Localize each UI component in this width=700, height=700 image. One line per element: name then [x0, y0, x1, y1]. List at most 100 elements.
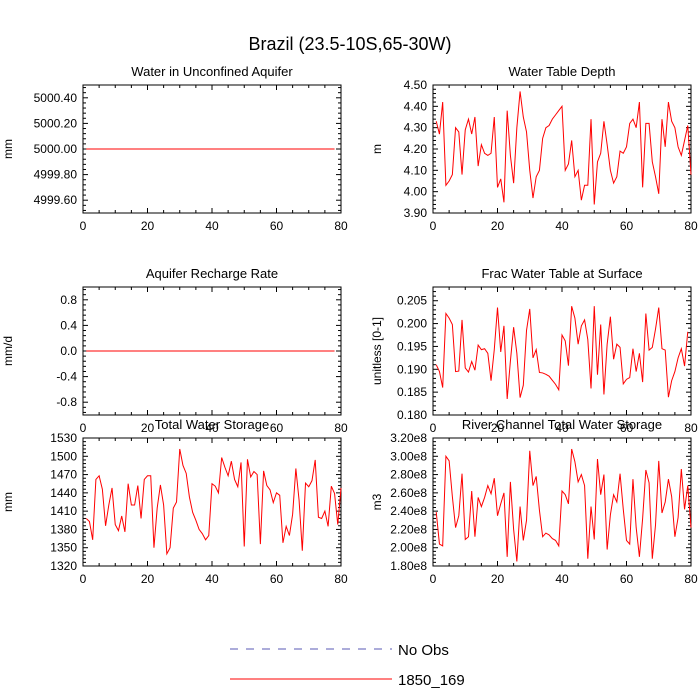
x-tick-label: 60	[620, 572, 634, 586]
legend: No Obs 1850_169	[230, 642, 465, 689]
series-line	[435, 448, 692, 562]
x-tick-label: 40	[205, 572, 219, 586]
x-tick-label: 0	[430, 572, 437, 586]
y-tick-label: 1500	[50, 449, 77, 463]
y-tick-label: 0.195	[397, 339, 427, 353]
x-tick-label: 60	[270, 421, 284, 435]
x-tick-label: 0	[80, 572, 87, 586]
x-tick-label: 80	[684, 572, 698, 586]
panel-title: Water in Unconfined Aquifer	[131, 64, 293, 79]
y-tick-label: 1530	[50, 431, 77, 445]
x-tick-label: 20	[141, 572, 155, 586]
y-tick-label: 3.90	[404, 206, 428, 220]
y-tick-label: 0.185	[397, 385, 427, 399]
y-tick-label: 2.40e8	[390, 504, 427, 518]
y-tick-label: 0.4	[60, 318, 77, 332]
x-tick-label: 20	[491, 421, 505, 435]
panel: River Channel Total Water Storage 0 20 40 60…	[370, 417, 698, 586]
x-tick-label: 20	[491, 572, 505, 586]
panel-title: Total Water Storage	[155, 417, 269, 432]
legend-no-obs-label: No Obs	[398, 642, 449, 659]
y-axis-label: unitless [0-1]	[370, 317, 384, 385]
y-tick-label: -0.4	[56, 370, 77, 384]
y-tick-label: 0.180	[397, 408, 427, 422]
plot-frame	[432, 84, 692, 214]
panel-title: Water Table Depth	[509, 64, 616, 79]
y-tick-label: 5000.00	[34, 142, 78, 156]
series-line	[85, 448, 342, 556]
plot-frame	[432, 437, 692, 567]
plot-frame	[432, 286, 692, 416]
y-tick-label: 1470	[50, 468, 77, 482]
x-tick-label: 20	[491, 219, 505, 233]
y-tick-label: 0.8	[60, 293, 77, 307]
x-tick-label: 40	[555, 421, 569, 435]
x-tick-label: 80	[334, 219, 348, 233]
panel-title: Aquifer Recharge Rate	[146, 266, 278, 281]
y-tick-label: 4.50	[404, 78, 428, 92]
panel-title: River Channel Total Water Storage	[462, 417, 662, 432]
y-tick-label: 2.60e8	[390, 486, 427, 500]
y-tick-label: 5000.20	[34, 116, 78, 130]
y-tick-label: -0.8	[56, 395, 77, 409]
y-tick-label: 3.20e8	[390, 431, 427, 445]
y-tick-label: 0.190	[397, 362, 427, 376]
x-tick-label: 80	[334, 572, 348, 586]
y-axis-label: m	[370, 144, 384, 154]
y-axis-label: mm/d	[1, 336, 15, 366]
panel: Total Water Storage 0 20 40 60 80 1320 1350 1380…	[1, 417, 348, 586]
panel: Frac Water Table at Surface 0 20 40 60 80 0.18…	[370, 266, 698, 435]
y-tick-label: 4.10	[404, 163, 428, 177]
panel: Water in Unconfined Aquifer 0 20 40 60 80 4999…	[1, 64, 348, 233]
y-tick-label: 4999.80	[34, 168, 78, 182]
x-tick-label: 60	[270, 219, 284, 233]
y-tick-label: 4.30	[404, 121, 428, 135]
x-tick-label: 0	[430, 421, 437, 435]
y-tick-label: 2.80e8	[390, 468, 427, 482]
y-tick-label: 1350	[50, 541, 77, 555]
y-tick-label: 0.200	[397, 317, 427, 331]
y-tick-label: 1410	[50, 504, 77, 518]
y-tick-label: 4.40	[404, 99, 428, 113]
series-line	[435, 91, 692, 205]
y-tick-label: 5000.40	[34, 91, 78, 105]
y-tick-label: 4.20	[404, 142, 428, 156]
x-tick-label: 20	[141, 421, 155, 435]
x-tick-label: 0	[80, 421, 87, 435]
y-tick-label: 3.00e8	[390, 449, 427, 463]
y-tick-label: 4.00	[404, 185, 428, 199]
panel: Aquifer Recharge Rate 0 20 40 60 80 -0.8 -0.4 0.…	[1, 266, 348, 435]
panel: Water Table Depth 0 20 40 60 80 3.90 4.00 4.10 4.…	[370, 64, 698, 233]
y-tick-label: 0.205	[397, 294, 427, 308]
x-tick-label: 60	[620, 421, 634, 435]
y-axis-label: mm	[1, 492, 15, 512]
y-tick-label: 1380	[50, 522, 77, 536]
x-tick-label: 80	[334, 421, 348, 435]
y-tick-label: 2.00e8	[390, 541, 427, 555]
y-tick-label: 4999.60	[34, 193, 78, 207]
panels-container: Water in Unconfined Aquifer 0 20 40 60 80 4999…	[1, 64, 698, 586]
y-tick-label: 1320	[50, 559, 77, 573]
y-axis-label: m3	[370, 493, 384, 510]
y-tick-label: 2.20e8	[390, 522, 427, 536]
x-tick-label: 40	[555, 219, 569, 233]
x-tick-label: 0	[430, 219, 437, 233]
x-tick-label: 80	[684, 219, 698, 233]
x-tick-label: 20	[141, 219, 155, 233]
x-tick-label: 60	[620, 219, 634, 233]
y-tick-label: 1440	[50, 486, 77, 500]
figure-title: Brazil (23.5-10S,65-30W)	[248, 34, 451, 54]
x-tick-label: 80	[684, 421, 698, 435]
legend-run-label: 1850_169	[398, 672, 465, 689]
y-tick-label: 0.0	[60, 344, 77, 358]
panel-title: Frac Water Table at Surface	[481, 266, 642, 281]
x-tick-label: 0	[80, 219, 87, 233]
x-tick-label: 40	[205, 219, 219, 233]
y-tick-label: 1.80e8	[390, 559, 427, 573]
x-tick-label: 60	[270, 572, 284, 586]
y-axis-label: mm	[1, 139, 15, 159]
x-tick-label: 40	[205, 421, 219, 435]
x-tick-label: 40	[555, 572, 569, 586]
series-line	[435, 306, 689, 400]
